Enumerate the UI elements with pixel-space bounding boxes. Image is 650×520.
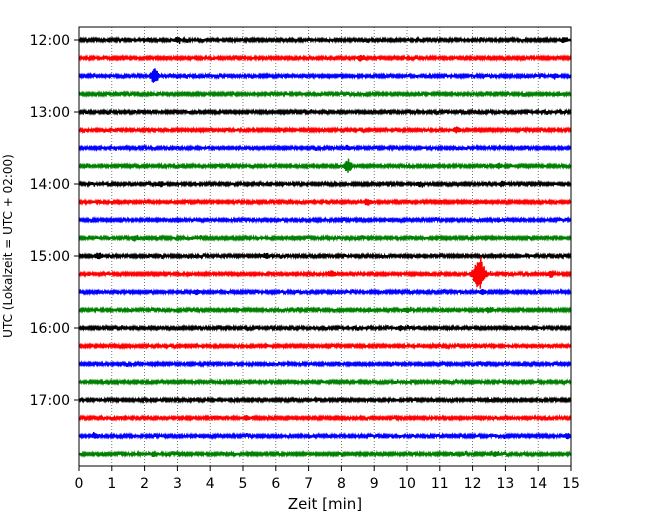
trace-line bbox=[78, 323, 572, 333]
x-tick-label: 6 bbox=[271, 476, 280, 492]
trace-line bbox=[78, 377, 572, 387]
trace-line bbox=[78, 143, 572, 153]
x-tick-label: 11 bbox=[431, 476, 449, 492]
x-tick-label: 2 bbox=[140, 476, 149, 492]
trace-line bbox=[78, 449, 572, 459]
x-tick-label: 10 bbox=[398, 476, 416, 492]
x-tick-label: 0 bbox=[75, 476, 84, 492]
trace-line bbox=[78, 233, 572, 243]
x-tick-label: 9 bbox=[370, 476, 379, 492]
x-tick-label: 3 bbox=[173, 476, 182, 492]
trace-line bbox=[78, 89, 572, 99]
trace-line bbox=[78, 107, 572, 117]
x-tick-label: 1 bbox=[107, 476, 116, 492]
trace-line bbox=[78, 341, 572, 351]
trace-line bbox=[78, 257, 572, 289]
trace-line bbox=[78, 413, 572, 423]
trace-line bbox=[78, 35, 572, 45]
x-tick-label: 15 bbox=[562, 476, 580, 492]
trace-line bbox=[78, 197, 572, 207]
trace-line bbox=[78, 53, 572, 63]
y-tick-label: 13:00 bbox=[30, 105, 70, 121]
x-tick-label: 14 bbox=[529, 476, 547, 492]
vertical-grid bbox=[111, 27, 539, 466]
x-tick-label: 12 bbox=[464, 476, 482, 492]
y-tick-label: 12:00 bbox=[30, 33, 70, 49]
seismic-traces bbox=[78, 35, 572, 459]
y-axis-ticks: 12:00 13:00 14:00 15:00 16:00 17:00 bbox=[30, 33, 79, 409]
trace-line bbox=[78, 68, 572, 83]
trace-line bbox=[78, 215, 572, 225]
x-axis-ticks: 0 1 2 3 4 5 6 7 8 9 10 11 12 13 14 15 bbox=[75, 466, 580, 492]
x-tick-label: 5 bbox=[239, 476, 248, 492]
y-tick-label: 17:00 bbox=[30, 393, 70, 409]
x-tick-label: 13 bbox=[496, 476, 514, 492]
y-axis-label: UTC (Lokalzeit = UTC + 02:00) bbox=[1, 154, 15, 338]
y-tick-label: 15:00 bbox=[30, 249, 70, 265]
x-tick-label: 8 bbox=[337, 476, 346, 492]
trace-line bbox=[78, 305, 572, 315]
x-tick-label: 7 bbox=[304, 476, 313, 492]
plot-frame bbox=[78, 26, 572, 467]
trace-line bbox=[78, 287, 572, 297]
y-tick-label: 14:00 bbox=[30, 177, 70, 193]
y-tick-label: 16:00 bbox=[30, 321, 70, 337]
trace-line bbox=[78, 431, 572, 441]
x-axis-label: Zeit [min] bbox=[288, 495, 362, 513]
trace-line bbox=[78, 395, 572, 405]
trace-line bbox=[78, 251, 572, 261]
x-tick-label: 4 bbox=[206, 476, 215, 492]
trace-line bbox=[78, 125, 572, 135]
trace-line bbox=[78, 158, 572, 173]
trace-line bbox=[78, 179, 572, 189]
trace-line bbox=[78, 359, 572, 369]
